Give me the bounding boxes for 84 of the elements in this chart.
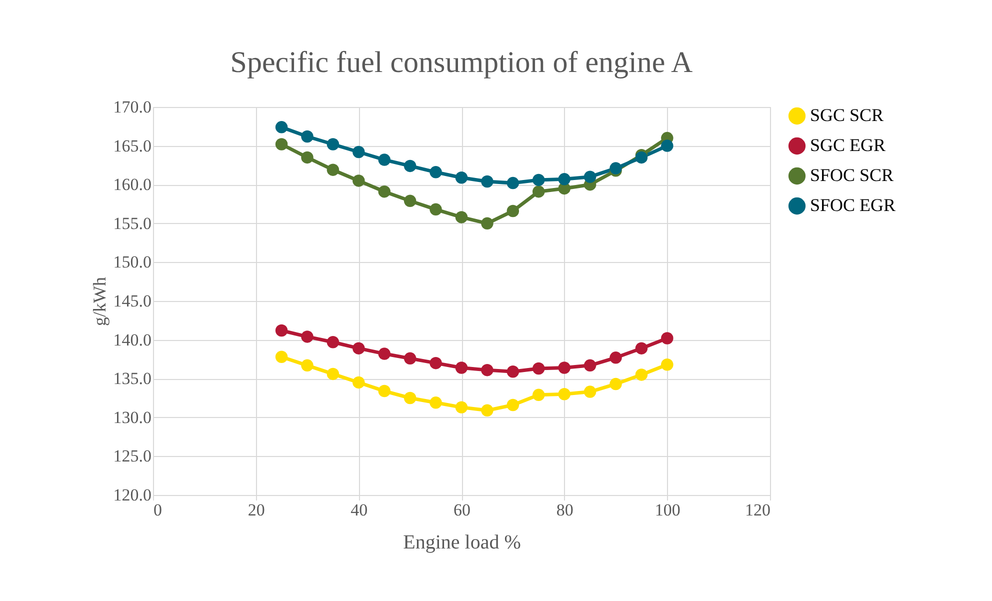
point: [506, 176, 520, 190]
y-tick-label: 170.0: [113, 98, 152, 116]
point: [481, 364, 494, 376]
point: [558, 173, 570, 186]
y-tick-label: 155.0: [113, 214, 152, 233]
point: [635, 151, 648, 164]
point: [584, 170, 596, 183]
y-tick-label: 125.0: [113, 446, 152, 466]
point: [532, 388, 545, 402]
point: [352, 174, 365, 187]
point: [481, 217, 494, 230]
x-tick-label: 40: [350, 500, 368, 520]
point: [610, 162, 622, 174]
point: [455, 362, 468, 374]
x-tick-label: 0: [154, 500, 162, 520]
point: [610, 378, 622, 390]
x-tick-label: 60: [454, 500, 470, 520]
y-tick-label: 120.0: [113, 486, 152, 504]
point: [378, 384, 390, 398]
x-tick-label: 80: [556, 500, 574, 520]
point: [301, 330, 314, 343]
x-tick-label: 20: [248, 500, 265, 520]
y-tick-label: 160.0: [113, 175, 152, 194]
point: [481, 404, 494, 417]
point: [661, 358, 674, 371]
point: [481, 175, 494, 188]
point: [275, 350, 288, 363]
point: [635, 342, 648, 354]
y-tick-label: 145.0: [113, 292, 152, 310]
point: [378, 154, 390, 166]
legend-label: SFOC EGR: [810, 195, 896, 215]
point: [275, 121, 288, 134]
point: [455, 401, 468, 414]
point: [455, 172, 468, 184]
point: [352, 146, 365, 158]
y-axis-title: g/kWh: [89, 277, 110, 326]
point: [506, 366, 520, 378]
point: [558, 388, 570, 400]
point: [301, 359, 314, 372]
point: [378, 348, 390, 360]
point: [455, 211, 468, 224]
point: [506, 398, 520, 412]
point: [301, 151, 314, 164]
point: [584, 386, 596, 398]
y-tick-label: 150.0: [113, 252, 152, 272]
point: [558, 362, 570, 374]
point: [275, 324, 288, 337]
point: [584, 359, 596, 372]
x-tick-label: 120: [745, 500, 770, 520]
point: [506, 204, 520, 218]
point: [532, 185, 545, 198]
chart-title: Specific fuel consumption of engine A: [230, 46, 694, 79]
x-axis-title: Engine load %: [403, 532, 521, 554]
y-tick-label: 135.0: [113, 369, 152, 388]
legend-label: SGC EGR: [810, 135, 886, 155]
point: [404, 160, 416, 172]
point: [661, 140, 674, 152]
y-tick-label: 130.0: [113, 408, 152, 427]
point: [378, 185, 390, 198]
point: [326, 138, 340, 150]
point: [430, 396, 442, 409]
point: [532, 174, 545, 186]
point: [404, 392, 416, 404]
point: [532, 362, 545, 375]
x-tick-label: 100: [654, 500, 680, 520]
y-tick-label: 165.0: [113, 136, 152, 156]
point: [352, 376, 365, 389]
point: [404, 352, 416, 365]
point: [430, 166, 442, 178]
point: [635, 368, 648, 381]
y-tick-label: 140.0: [113, 330, 152, 350]
point: [326, 368, 340, 380]
point: [275, 138, 288, 150]
point: [661, 332, 674, 344]
legend-label: SGC SCR: [810, 105, 884, 125]
point: [404, 194, 416, 208]
point: [352, 342, 365, 354]
point: [326, 164, 340, 176]
point: [301, 130, 314, 143]
point: [326, 336, 340, 348]
point: [430, 356, 442, 370]
point: [610, 352, 622, 364]
point: [430, 203, 442, 216]
legend-label: SFOC SCR: [810, 165, 894, 185]
